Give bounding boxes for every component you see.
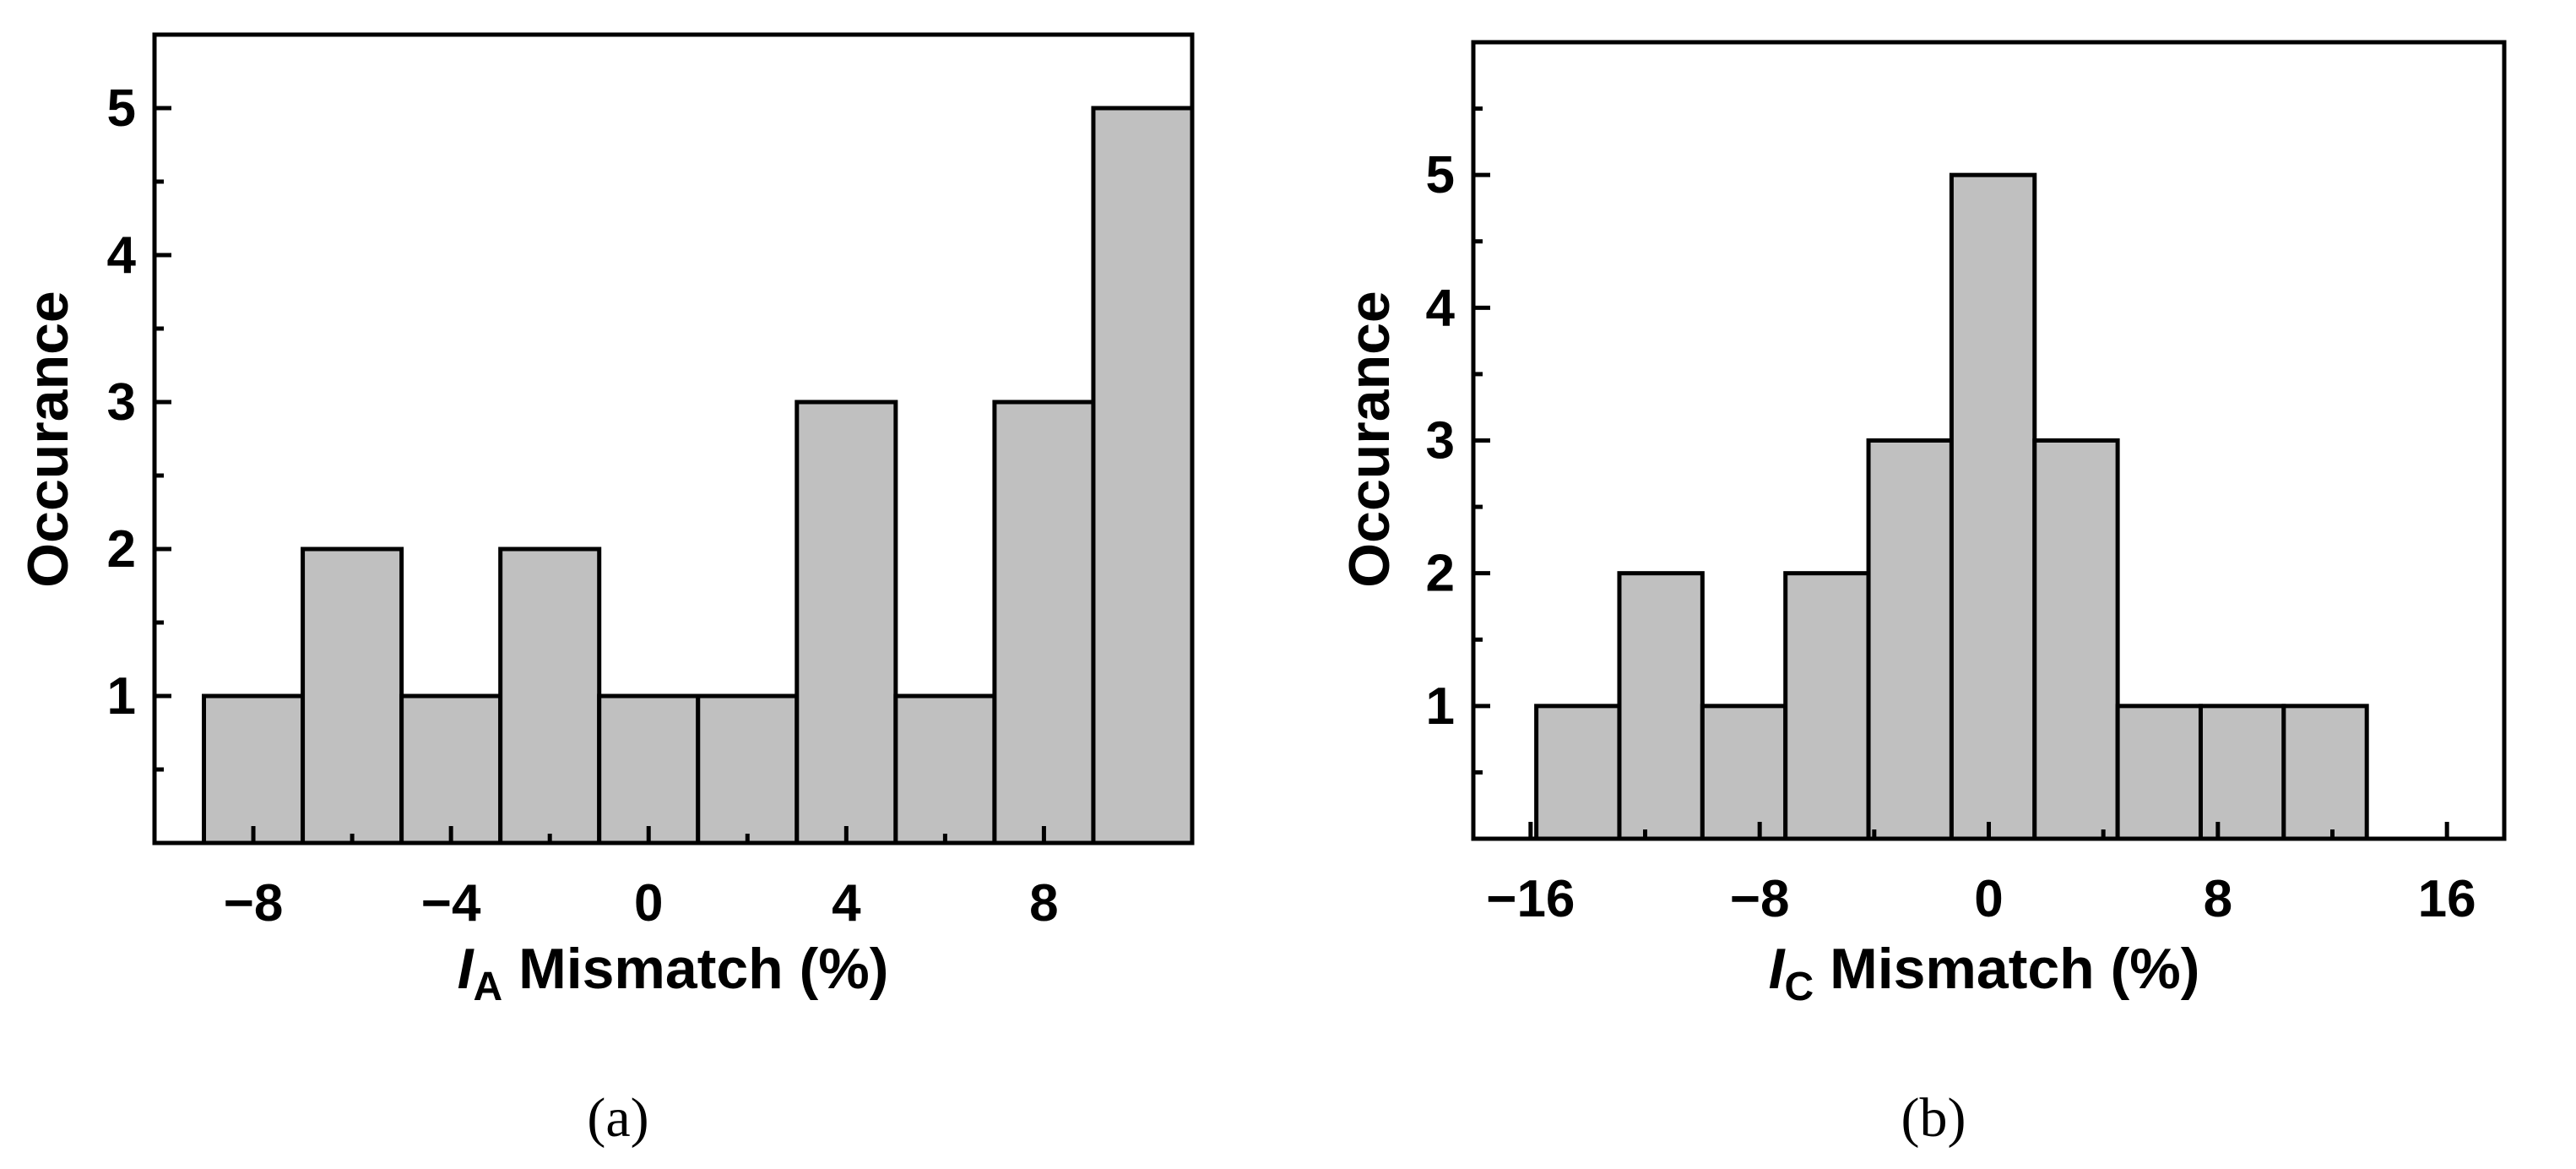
panel-a-bar-3 <box>498 546 602 845</box>
panel-b-y-tick-label-4: 5 <box>1426 146 1455 204</box>
panel-a-y-tick-label-3: 4 <box>107 226 137 285</box>
panel-b-bar-5 <box>1949 172 2037 841</box>
panel-a-y-tick-label-2: 3 <box>107 373 136 432</box>
panel-b-label: (b) <box>1901 1087 1966 1149</box>
panel-a-x-tick-label-3: 4 <box>832 874 861 932</box>
panel-b-bar-2 <box>1700 704 1788 841</box>
panel-b-x-axis-title: IC Mismatch (%) <box>1769 937 2200 1009</box>
panel-b-bar-6 <box>2032 438 2120 841</box>
panel-b-bar-0 <box>1534 704 1622 841</box>
panel-a-bars <box>202 106 1195 845</box>
panel-b-bar-1 <box>1617 571 1705 841</box>
panel-b-y-axis-title: Occurance <box>1337 291 1402 588</box>
panel-a-x-axis-title: IA Mismatch (%) <box>458 937 889 1009</box>
panel-b-y-tick-label-1: 2 <box>1426 545 1455 603</box>
panel-b-bar-4 <box>1866 438 1954 841</box>
panel-b-y-tick-label-2: 3 <box>1426 412 1455 470</box>
panel-a-bar-2 <box>399 693 503 845</box>
panel-b-x-tick-label-1: −8 <box>1730 870 1790 928</box>
panel-b-x-tick-label-3: 8 <box>2204 870 2232 928</box>
panel-b-bar-8 <box>2198 704 2286 841</box>
panel-b-x-tick-label-0: −16 <box>1486 870 1575 928</box>
panel-a-bar-7 <box>893 693 997 845</box>
panel-a-y-tick-label-1: 2 <box>107 520 136 579</box>
panel-a-bar-0 <box>202 693 306 845</box>
panel-b-y-tick-label-3: 4 <box>1426 279 1456 337</box>
panel-a-y-tick-label-0: 1 <box>107 667 136 726</box>
panel-a-label: (a) <box>587 1087 648 1149</box>
panel-b-y-tick-label-0: 1 <box>1426 677 1455 736</box>
panel-a-y-tick-label-4: 5 <box>107 79 136 138</box>
panel-a-bar-9 <box>1091 106 1195 845</box>
panel-a-y-axis-title: Occurance <box>16 291 80 588</box>
panel-b-bar-3 <box>1783 571 1871 841</box>
panel-a-bar-1 <box>301 546 404 845</box>
panel-a-bar-8 <box>992 400 1096 845</box>
panel-b-x-tick-label-4: 16 <box>2418 870 2476 928</box>
panel-b-x-tick-label-2: 0 <box>1974 870 2003 928</box>
panel-a-bar-5 <box>696 693 800 845</box>
panel-b-histogram: −16 −8 0 8 16 1 2 3 4 5 Occurance IC Mismatch (%)… <box>1337 40 2507 1149</box>
panel-a-x-tick-label-0: −8 <box>224 874 284 932</box>
panel-a-bar-4 <box>597 693 701 845</box>
panel-a-bar-6 <box>794 400 898 845</box>
panel-b-bars <box>1534 172 2369 841</box>
panel-a-x-tick-label-2: 0 <box>634 874 663 932</box>
panel-b-bar-9 <box>2281 704 2369 841</box>
panel-a-plot-frame <box>152 32 1195 845</box>
panel-a-x-tick-label-1: −4 <box>421 874 481 932</box>
panel-b-ticks: −16 −8 0 8 16 1 2 3 4 5 <box>1426 106 2476 928</box>
panel-a-x-tick-label-4: 8 <box>1029 874 1058 932</box>
panel-b-bar-7 <box>2115 704 2203 841</box>
